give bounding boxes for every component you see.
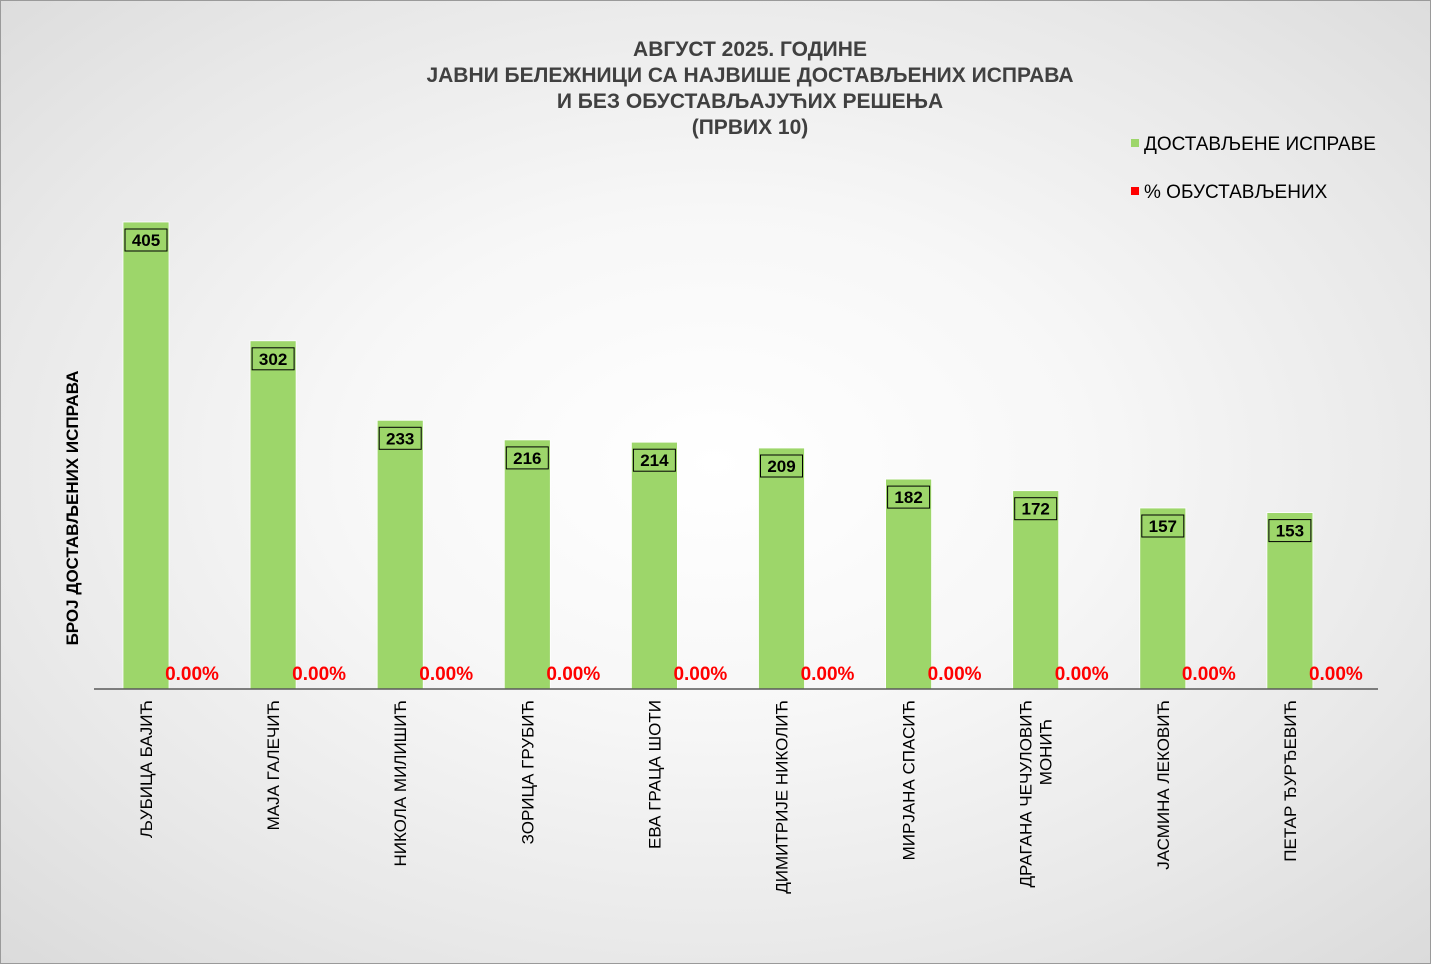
- percent-value-label: 0.00%: [801, 664, 855, 685]
- category-labels-group: ЉУБИЦА БАЈИЋ МАЈА ГАЛЕЧИЋ НИКОЛА МИЛИШИЋ ЗО…: [137, 700, 1300, 894]
- category-label: ЈАСМИНА ЛЕКОВИЋ: [1154, 700, 1173, 870]
- bar: [631, 441, 678, 690]
- category-label-line: МОНИЋ: [1037, 719, 1056, 785]
- bar: [1139, 507, 1187, 690]
- category-label-line: ЉУБИЦА БАЈИЋ: [137, 700, 156, 838]
- bar-value-label: 153: [1276, 522, 1304, 541]
- bar-value-label-box: [1141, 514, 1185, 538]
- bar: [1012, 490, 1060, 690]
- percent-value-label: 0.00%: [546, 664, 600, 685]
- bar-value-label: 233: [386, 429, 414, 448]
- bar-value-label-box: [1268, 519, 1312, 543]
- bar: [376, 419, 424, 690]
- bar-value-label: 214: [640, 451, 669, 470]
- percent-value-label: 0.00%: [1182, 664, 1236, 685]
- chart-title-line-1: АВГУСТ 2025. ГОДИНЕ: [633, 38, 867, 61]
- bar-value-label-box: [124, 228, 168, 252]
- bar-value-label: 172: [1022, 500, 1050, 519]
- category-label-line: ПЕТАР ЂУРЂЕВИЋ: [1281, 700, 1300, 862]
- bar: [503, 439, 551, 690]
- bar: [758, 447, 805, 690]
- category-label: МИРЈАНА СПАСИЋ: [900, 700, 919, 860]
- bar-value-label-box: [505, 446, 549, 470]
- bar-value-label-box: [632, 448, 676, 472]
- bar-value-label-box: [1014, 497, 1058, 521]
- bar: [885, 478, 932, 690]
- percent-value-label: 0.00%: [292, 664, 346, 685]
- bar-value-label-box: [251, 347, 295, 371]
- value-labels-group: 405 302 233 216 214 209 182 172 157 153: [124, 228, 1312, 543]
- bars-group: [122, 221, 1314, 690]
- category-label: ДИМИТРИЈЕ НИКОЛИЋ: [773, 700, 792, 894]
- bar-value-label-box: [378, 426, 422, 450]
- percent-value-label: 0.00%: [165, 664, 219, 685]
- percent-value-label: 0.00%: [673, 664, 727, 685]
- chart-title-line-3: И БЕЗ ОБУСТАВЉАЈУЋИХ РЕШЕЊА: [557, 90, 943, 113]
- category-label-line: ДИМИТРИЈЕ НИКОЛИЋ: [773, 700, 792, 894]
- category-label-line: МИРЈАНА СПАСИЋ: [900, 700, 919, 860]
- category-label: ДРАГАНА ЧЕЧУЛОВИЋМОНИЋ: [1017, 700, 1056, 888]
- y-axis-title: БРОЈ ДОСТАВЉЕНИХ ИСПРАВА: [63, 371, 82, 646]
- category-label-line: ЗОРИЦА ГРУБИЋ: [518, 700, 537, 844]
- bar-value-label-box: [760, 454, 803, 478]
- category-label-line: ДРАГАНА ЧЕЧУЛОВИЋ: [1017, 700, 1036, 888]
- chart-title-line-4: (ПРВИХ 10): [692, 116, 809, 139]
- category-label: ЉУБИЦА БАЈИЋ: [137, 700, 156, 838]
- bar-value-label: 157: [1149, 517, 1177, 536]
- bar-value-label: 405: [132, 231, 160, 250]
- percent-value-label: 0.00%: [419, 664, 473, 685]
- bar: [249, 340, 297, 690]
- category-label-line: ЕВА ГРАЦА ШОТИ: [645, 700, 664, 849]
- category-label: ЗОРИЦА ГРУБИЋ: [518, 700, 537, 844]
- category-label: ПЕТАР ЂУРЂЕВИЋ: [1281, 700, 1300, 862]
- bar-value-label: 216: [513, 449, 541, 468]
- category-label-line: МАЈА ГАЛЕЧИЋ: [264, 700, 283, 830]
- bar-value-label-box: [887, 485, 931, 509]
- legend-label-delivered: ДОСТАВЉЕНЕ ИСПРАВЕ: [1144, 134, 1376, 155]
- bar-value-label: 182: [894, 488, 922, 507]
- legend-label-suspended-percent: % ОБУСТАВЉЕНИХ: [1144, 182, 1328, 203]
- chart-title-line-2: ЈАВНИ БЕЛЕЖНИЦИ СА НАЈВИШЕ ДОСТАВЉЕНИХ И…: [426, 64, 1073, 87]
- percent-labels-group: 0.00% 0.00% 0.00% 0.00% 0.00% 0.00% 0.00% 0.00%…: [165, 664, 1363, 685]
- bar: [122, 221, 170, 690]
- legend: ДОСТАВЉЕНЕ ИСПРАВЕ % ОБУСТАВЉЕНИХ: [1131, 134, 1376, 203]
- category-label: НИКОЛА МИЛИШИЋ: [391, 700, 410, 867]
- legend-swatch-suspended-percent: [1131, 187, 1139, 195]
- category-label-line: НИКОЛА МИЛИШИЋ: [391, 700, 410, 867]
- legend-swatch-delivered: [1131, 139, 1139, 147]
- percent-value-label: 0.00%: [928, 664, 982, 685]
- percent-value-label: 0.00%: [1309, 664, 1363, 685]
- bar-value-label: 209: [767, 457, 795, 476]
- chart-title: АВГУСТ 2025. ГОДИНЕ ЈАВНИ БЕЛЕЖНИЦИ СА Н…: [426, 38, 1073, 139]
- percent-value-label: 0.00%: [1055, 664, 1109, 685]
- category-label: МАЈА ГАЛЕЧИЋ: [264, 700, 283, 830]
- bar-value-label: 302: [259, 350, 287, 369]
- category-label: ЕВА ГРАЦА ШОТИ: [645, 700, 664, 849]
- category-label-line: ЈАСМИНА ЛЕКОВИЋ: [1154, 700, 1173, 870]
